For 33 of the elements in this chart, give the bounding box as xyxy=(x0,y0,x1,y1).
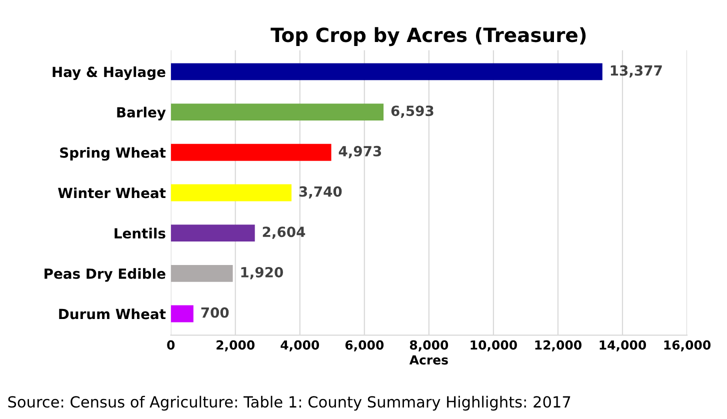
data-label: 4,973 xyxy=(338,146,382,158)
bar xyxy=(170,184,292,202)
data-label: 6,593 xyxy=(391,106,434,118)
data-label: 700 xyxy=(201,307,229,318)
x-tick-label: 12,000 xyxy=(535,340,582,352)
bar xyxy=(170,224,255,242)
y-tick-label: Winter Wheat xyxy=(58,187,166,198)
y-tick-label: Durum Wheat xyxy=(59,308,166,320)
y-tick-label: Hay & Haylage xyxy=(52,66,166,80)
data-label: 1,920 xyxy=(241,266,283,280)
x-tick-label: 14,000 xyxy=(600,340,646,352)
x-axis-title: Acres xyxy=(409,355,448,365)
y-tick-label: Lentils xyxy=(114,228,166,239)
x-tick-label: 10,000 xyxy=(470,340,517,352)
x-tick-label: 2,000 xyxy=(216,340,255,352)
bar xyxy=(170,63,602,80)
y-tick-label: Spring Wheat xyxy=(60,147,166,161)
bar xyxy=(170,104,384,121)
x-tick-label: 0 xyxy=(167,340,175,350)
x-tick-label: 4,000 xyxy=(280,340,320,352)
x-tick-label: 8,000 xyxy=(410,340,448,352)
x-tick-label: 6,000 xyxy=(345,340,384,352)
bar xyxy=(170,305,194,322)
source-note: Source: Census of Agriculture: Table 1: County Summary Highlights: 2017 xyxy=(8,396,570,411)
data-label: 2,604 xyxy=(262,226,306,239)
data-label: 13,377 xyxy=(610,65,662,78)
x-tick-label: 16,000 xyxy=(664,340,711,352)
chart-title: Top Crop by Acres (Treasure) xyxy=(270,27,586,46)
data-label: 3,740 xyxy=(299,186,342,199)
y-tick-label: Barley xyxy=(117,106,166,120)
y-tick-label: Peas Dry Edible xyxy=(44,268,166,282)
bar xyxy=(170,144,332,161)
bar xyxy=(170,264,233,282)
